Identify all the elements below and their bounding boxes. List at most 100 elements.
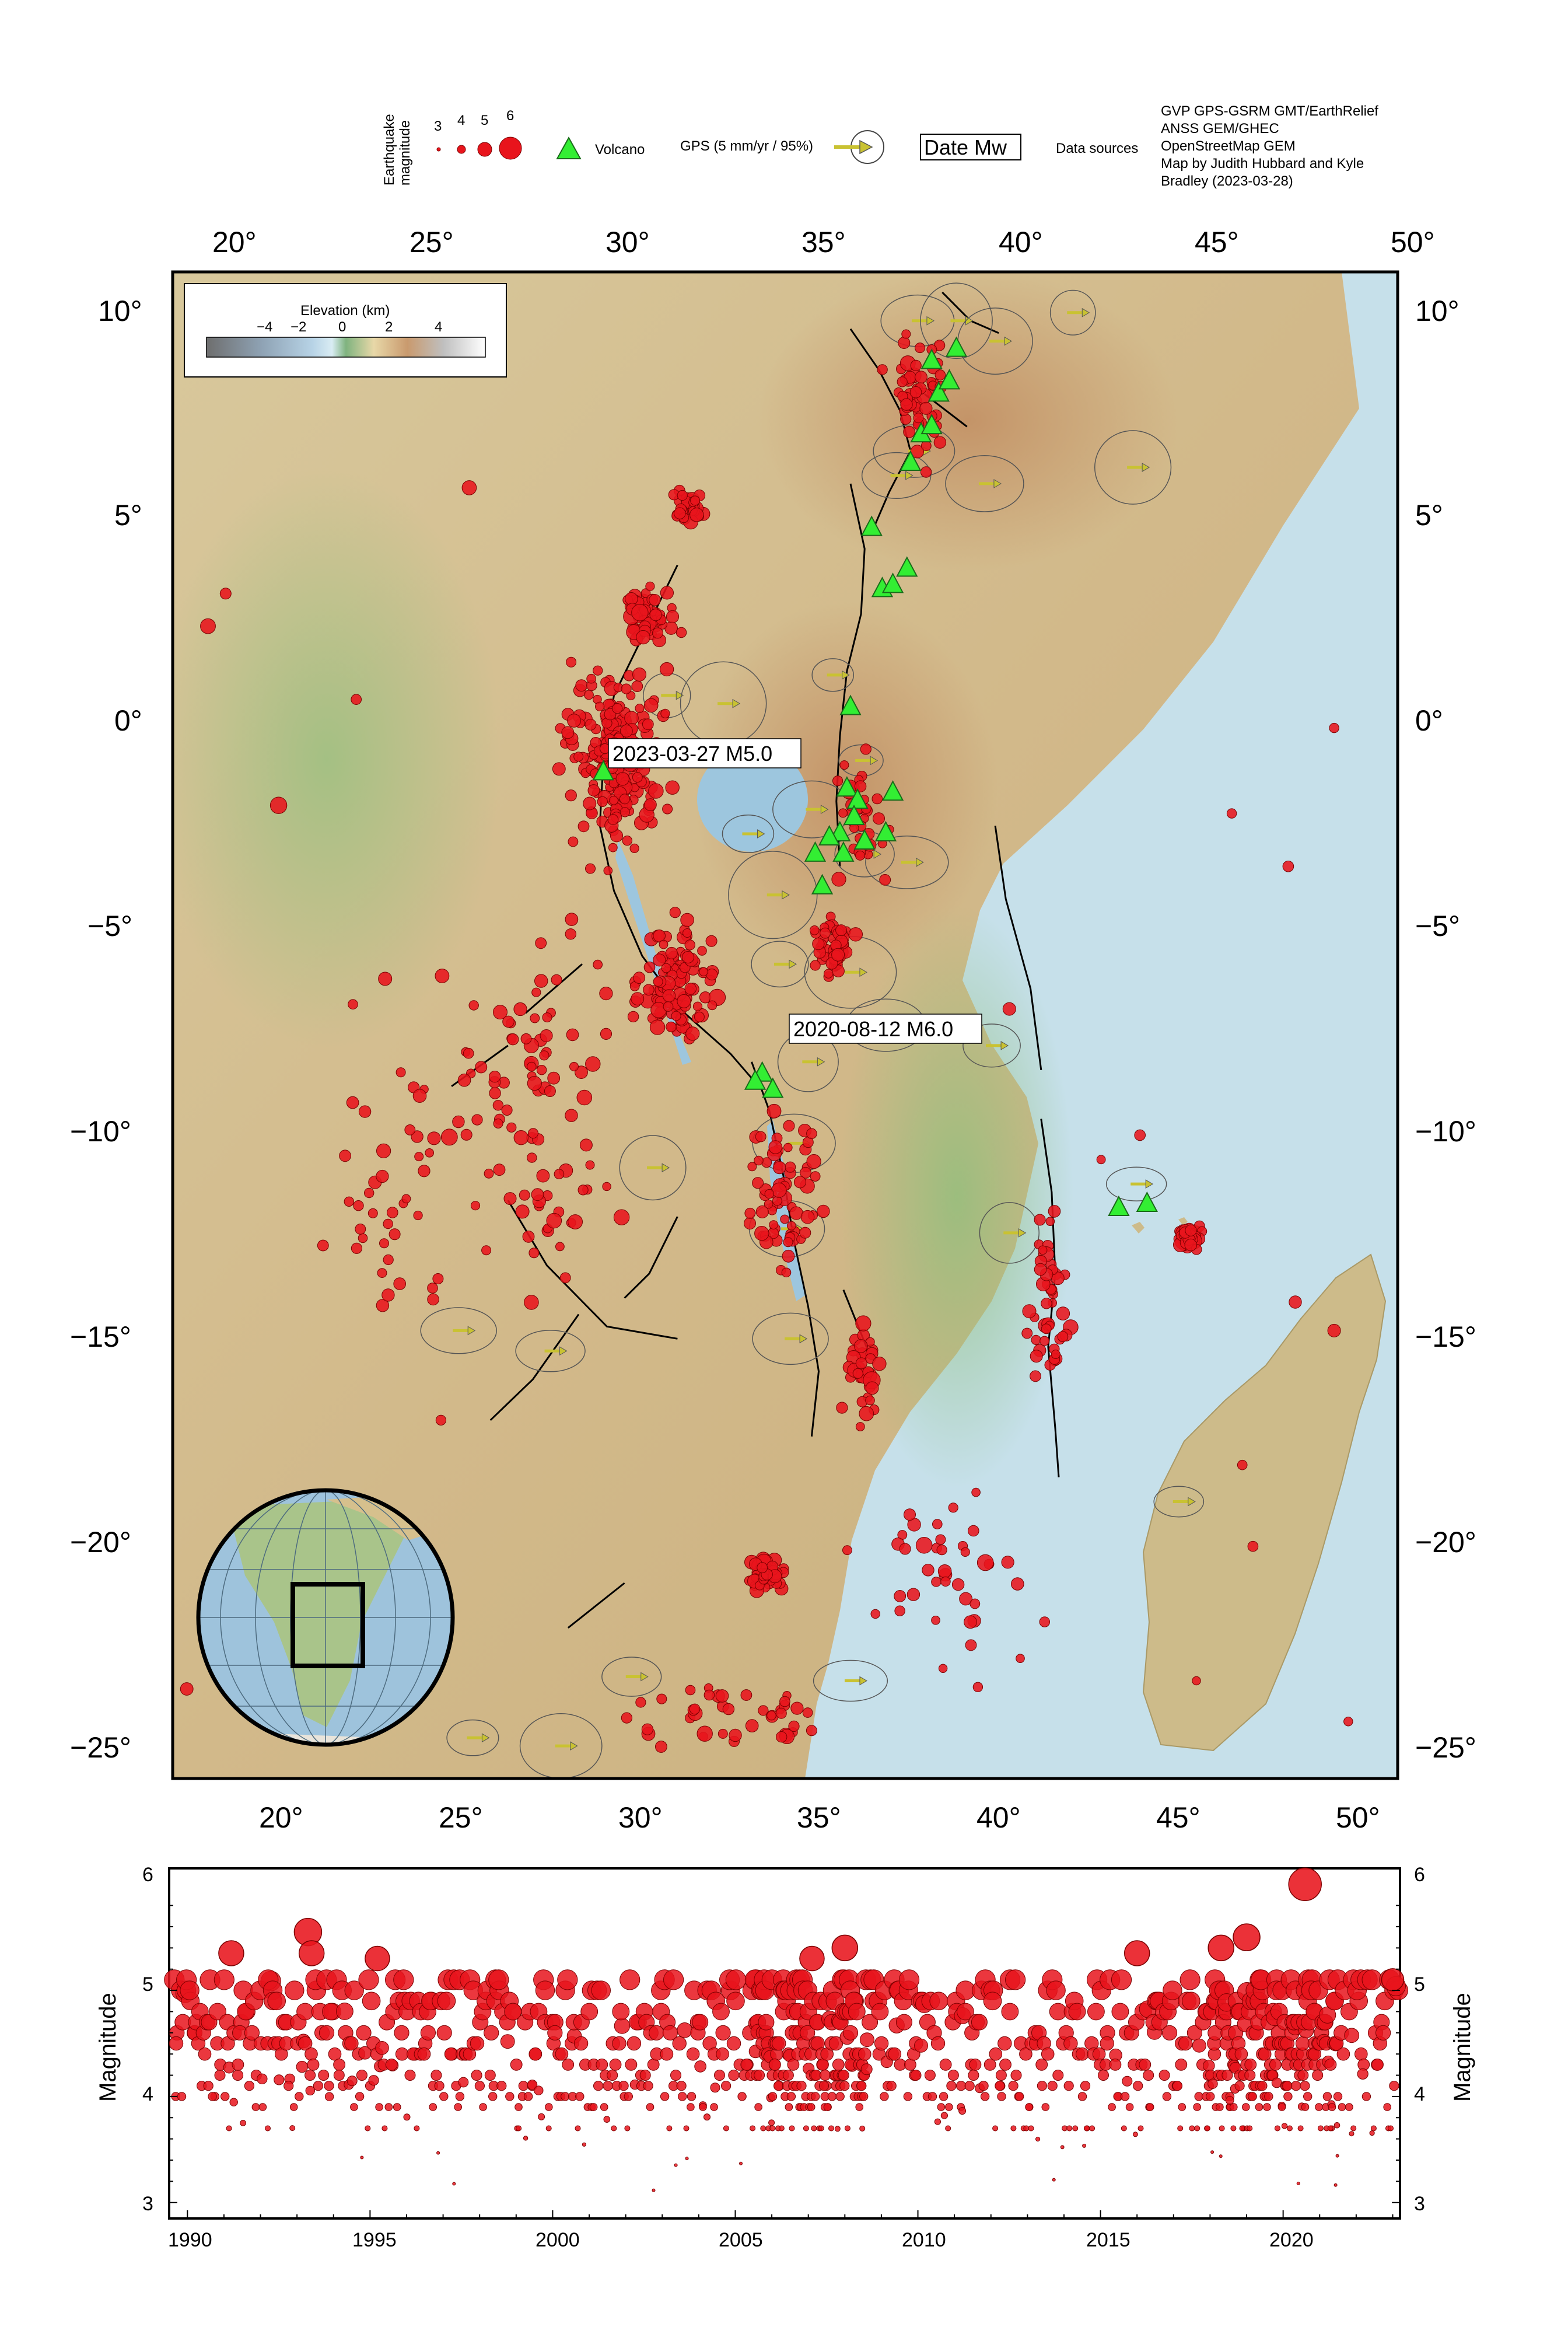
timeseries-point [1286,2125,1293,2132]
timeseries-point [1300,2081,1310,2091]
timeseries-point [839,2081,850,2091]
timeseries-point [946,2081,957,2091]
timeseries-point [1354,2047,1368,2061]
timeseries-point [609,2059,622,2071]
earthquake [752,1177,764,1189]
timeseries-point [1035,2059,1048,2071]
gps-arrow-head [1145,1179,1154,1189]
gps-arrow-head [570,1741,578,1751]
earthquake [773,1161,786,1175]
timeseries-point [1133,2081,1143,2091]
timeseries-point [820,2070,831,2081]
earthquake [865,1395,875,1406]
earthquake [684,939,695,951]
earthquake [802,1707,813,1718]
map-lon-labels-bottom: 20° 25° 30° 35° 40° 45° 50° [259,1801,1380,1834]
earthquake [427,1131,441,1145]
lat-label-right-10: 10° [1415,295,1460,327]
earthquake [1247,1540,1259,1552]
earthquake [513,1130,528,1145]
earthquake [649,609,662,621]
timeseries-point [251,2103,260,2111]
timeseries-point [1335,2154,1339,2158]
ts-ytick-left-6: 6 [142,1864,153,1886]
timeseries-point [484,2070,496,2081]
earthquake [940,1576,951,1587]
earthquake [915,343,926,354]
timeseries-point [1193,2103,1201,2111]
fault-line [835,483,866,866]
earthquake [684,983,697,995]
earthquake [1134,1129,1146,1141]
timeseries-point [998,2036,1012,2051]
timeseries-point [1178,2103,1186,2111]
earthquake [519,1189,530,1201]
earthquake [578,1185,589,1196]
earthquake [768,1140,783,1154]
gps-arrow-head [1018,1228,1027,1238]
timeseries-point [945,2125,951,2132]
congo-basin [173,467,502,1050]
lon-label-bottom-45: 45° [1156,1801,1200,1834]
earthquake [656,1693,667,1704]
timeseries-point [285,1980,304,2000]
earthquake [631,604,649,621]
timeseries-point [1077,2092,1087,2101]
earthquake [573,752,584,762]
gps-arrow-head [993,479,1002,488]
timeseries-point [612,2003,630,2021]
timeseries-point [1028,2125,1034,2132]
timeseries-point [685,2157,689,2161]
timeseries-point [1158,2070,1170,2081]
timeseries-point [686,2047,700,2061]
earthquake [412,1089,427,1103]
timeseries-point [1281,2123,1288,2129]
timeseries-point [1222,2070,1233,2081]
timeseries-point [289,2125,296,2132]
lon-label-top-45: 45° [1195,226,1239,258]
earthquake [440,1128,458,1146]
timeseries-point [898,1969,920,1990]
legend-source-1: GVP GPS-GSRM GMT/EarthRelief [1161,103,1378,119]
earthquake [648,783,664,799]
timeseries-point [871,2003,889,2021]
timeseries-point [786,2092,796,2101]
earthquake [977,1554,994,1571]
earthquake [594,701,605,712]
timeseries-point [1132,2132,1138,2137]
earthquake [593,665,603,676]
gps-site [861,452,932,499]
earthquake [817,1204,830,1218]
earthquake [669,907,681,918]
earthquake [786,1221,796,1231]
earthquake [747,1162,757,1172]
earthquake [413,1210,423,1221]
earthquake [531,1188,544,1201]
timeseries-point [1083,2125,1090,2132]
earthquake [705,935,718,947]
timeseries-point [1230,2125,1237,2132]
timeseries-point [1076,2047,1089,2061]
earthquake [457,1073,471,1087]
timeseries-point [772,2036,786,2051]
timeseries-point [785,2103,793,2111]
timeseries-point [800,2025,816,2040]
timeseries-point [1100,2036,1114,2051]
earthquake [783,1120,795,1132]
fault-line [994,825,1042,1070]
earthquake [1057,1331,1069,1343]
timeseries-point [575,2092,584,2101]
elevation-tick-1: −4 [257,319,272,335]
timeseries-point [842,2025,859,2040]
timeseries-point [1264,2092,1273,2101]
earthquake [317,1239,329,1252]
timeseries-point [545,2103,553,2111]
gps-site [1049,289,1096,336]
timeseries-point [1047,2081,1058,2091]
timeseries-point [1370,2125,1377,2132]
timeseries-point [1350,2125,1357,2132]
earthquake [854,1339,868,1353]
earthquake-points [180,329,1353,1753]
timeseries-point [828,2036,844,2051]
